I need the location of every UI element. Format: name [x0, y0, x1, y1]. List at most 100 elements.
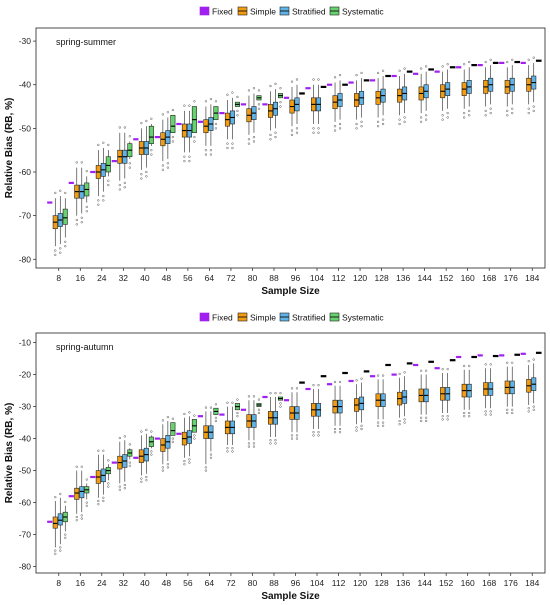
x-tick-label: 72	[226, 578, 236, 588]
x-tick-label: 32	[119, 578, 129, 588]
outlier-point	[381, 69, 385, 72]
outlier-point	[102, 199, 105, 202]
outlier-point	[312, 431, 315, 434]
outlier-point	[463, 411, 466, 415]
outlier-point	[118, 436, 121, 440]
outlier-point	[171, 437, 175, 440]
outlier-point	[102, 449, 105, 452]
outlier-point	[166, 466, 170, 469]
outlier-point	[236, 95, 239, 99]
outlier-point	[484, 114, 487, 117]
x-tick-label: 144	[418, 273, 432, 283]
outlier-point	[424, 416, 428, 419]
outlier-point	[59, 247, 62, 250]
outlier-point	[123, 487, 126, 490]
y-tick-label: -50	[19, 466, 32, 476]
outlier-point	[97, 199, 100, 202]
outlier-point	[527, 107, 530, 110]
outlier-point	[446, 368, 449, 371]
outlier-point	[355, 379, 358, 382]
outlier-point	[257, 398, 261, 401]
outlier-point	[204, 153, 208, 156]
legend-label-fixed: Fixed	[212, 7, 233, 17]
outlier-point	[532, 56, 535, 59]
outlier-point	[204, 406, 208, 409]
outlier-point	[484, 363, 487, 366]
box	[74, 487, 80, 500]
outlier-point	[269, 442, 272, 445]
legend-label-systematic: Systematic	[342, 7, 384, 17]
outlier-point	[193, 414, 196, 417]
outlier-point	[257, 107, 261, 110]
outlier-point	[166, 111, 170, 114]
x-tick-label: 64	[205, 273, 215, 283]
y-axis-title: Relative Bias (RB, %)	[4, 98, 15, 199]
outlier-point	[381, 424, 385, 427]
outlier-point	[80, 514, 83, 517]
outlier-point	[333, 76, 337, 79]
outlier-point	[257, 411, 261, 415]
outlier-point	[381, 122, 385, 126]
outlier-point	[279, 101, 282, 104]
outlier-point	[107, 183, 110, 187]
outlier-point	[226, 447, 229, 450]
y-tick-label: -80	[19, 254, 32, 264]
outlier-point	[489, 58, 492, 62]
outlier-point	[150, 149, 153, 152]
outlier-point	[290, 133, 294, 137]
x-tick-label: 112	[332, 273, 346, 283]
outlier-point	[140, 477, 143, 480]
outlier-point	[468, 109, 471, 113]
outlier-point	[333, 129, 337, 132]
outlier-point	[333, 380, 337, 384]
outlier-point	[166, 416, 170, 419]
outlier-point	[317, 127, 320, 130]
x-tick-label: 8	[56, 578, 61, 588]
outlier-point	[274, 442, 277, 445]
outlier-point	[468, 411, 471, 415]
outlier-point	[506, 114, 509, 117]
outlier-point	[193, 437, 196, 440]
outlier-point	[97, 499, 100, 503]
x-tick-label: 160	[461, 578, 475, 588]
x-tick-label: 56	[183, 578, 193, 588]
outlier-point	[204, 466, 208, 469]
y-tick-label: -30	[19, 36, 32, 46]
outlier-point	[59, 189, 62, 192]
y-tick-label: -70	[19, 211, 32, 221]
outlier-point	[59, 546, 62, 549]
outlier-point	[398, 122, 401, 126]
outlier-point	[376, 125, 380, 128]
x-tick-label: 120	[353, 273, 367, 283]
outlier-point	[123, 435, 126, 438]
outlier-point	[527, 360, 530, 363]
outlier-point	[107, 482, 110, 485]
box	[170, 422, 176, 436]
outlier-point	[161, 469, 165, 472]
x-tick-label: 104	[310, 273, 324, 283]
box	[170, 114, 176, 134]
outlier-point	[193, 434, 196, 437]
outlier-point	[118, 488, 121, 491]
x-tick-label: 48	[162, 273, 172, 283]
outlier-point	[463, 116, 466, 119]
outlier-point	[54, 552, 57, 555]
outlier-point	[161, 164, 165, 167]
legend-label-simple: Simple	[250, 313, 276, 323]
outlier-point	[398, 69, 401, 72]
outlier-point	[376, 421, 380, 424]
outlier-point	[252, 140, 256, 143]
outlier-point	[252, 87, 256, 90]
legend-label-simple: Simple	[250, 7, 276, 17]
outlier-point	[484, 60, 487, 64]
x-tick-label: 112	[332, 578, 346, 588]
outlier-point	[376, 424, 380, 427]
x-tick-label: 40	[140, 578, 150, 588]
x-tick-label: 56	[183, 273, 193, 283]
x-tick-label: 160	[461, 273, 475, 283]
y-tick-label: -30	[19, 402, 32, 412]
outlier-point	[145, 175, 148, 178]
outlier-point	[107, 179, 110, 182]
outlier-point	[532, 358, 535, 361]
outlier-point	[150, 430, 153, 433]
